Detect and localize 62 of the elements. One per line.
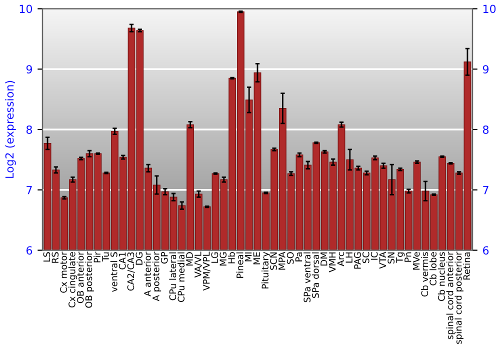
x-tick-label: MG — [220, 252, 227, 266]
x-tick-label: MD — [186, 252, 193, 266]
x-tick-label: VTA — [379, 252, 386, 269]
y-tick-label: 6 — [26, 246, 32, 255]
x-tick-label: LH — [346, 252, 352, 263]
x-tick-label: SC — [362, 252, 370, 264]
x-tick-label: LS — [43, 252, 50, 262]
x-tick-label: MVe — [412, 252, 420, 270]
y2-tick-label: 6 — [483, 246, 489, 255]
y2-tick-label: 7 — [483, 186, 488, 194]
x-tick-label: CA2/CA3 — [127, 252, 135, 291]
x-tick-label: CPu lateral — [169, 252, 176, 300]
x-tick-label: Hb — [228, 252, 235, 264]
x-tick-label: SCN — [270, 252, 277, 270]
x-tick-label: Tu — [102, 252, 109, 262]
x-tick-label: Cx motor — [60, 252, 67, 293]
x-tick-label: spinal cord posterior — [454, 252, 464, 344]
x-tick-label: VMH — [328, 252, 336, 272]
x-tick-label: Cx cingulate — [68, 252, 78, 308]
x-tick-label: OB anterior — [76, 252, 84, 304]
x-tick-label: SO — [286, 252, 294, 264]
y-axis-title: Log2 (expression) — [5, 80, 16, 178]
x-tick-label: LG — [211, 252, 218, 263]
x-tick-label: Tg — [396, 252, 405, 263]
x-tick-label: CA1 — [118, 252, 126, 270]
y-tick-label: 8 — [26, 125, 32, 134]
x-tick-label: Cb nucleus — [438, 252, 445, 301]
x-tick-label: Retina — [463, 252, 470, 280]
x-tick-label: A anterior — [144, 252, 151, 296]
y2-tick-label: 8 — [482, 125, 489, 134]
y2-tick-label: 10 — [483, 4, 496, 14]
y2-tick-label: 9 — [482, 65, 489, 74]
x-tick-label: MPA — [278, 252, 286, 270]
x-tick-label: spinal cord anterior — [446, 252, 456, 340]
x-tick-label: Pineal — [236, 252, 244, 278]
x-tick-label: IC — [370, 252, 378, 260]
x-tick-label: Pituitary — [262, 252, 270, 288]
x-tick-label: ME — [253, 252, 260, 264]
x-tick-label: Cb lobe — [430, 252, 436, 286]
x-tick-label: Arc — [337, 252, 344, 266]
x-tick-label: CPu medial — [178, 252, 185, 302]
x-tick-label: Pa — [295, 252, 302, 262]
y-tick-label: 10 — [20, 4, 32, 14]
x-tick-label: Cb vermis — [421, 252, 428, 296]
x-tick-label: RS — [52, 252, 59, 263]
x-tick-label: MI — [245, 252, 252, 262]
y-tick-label: 7 — [26, 186, 32, 194]
x-tick-label: A posterior — [152, 252, 162, 302]
x-tick-label: Pir — [94, 252, 100, 262]
x-tick-label: SPa ventral — [304, 252, 311, 302]
x-tick-label: DG — [136, 252, 143, 265]
x-tick-label: OB posterior — [85, 252, 94, 308]
x-tick-label: DM — [320, 252, 328, 266]
x-tick-label: SPa dorsal — [312, 252, 319, 298]
x-tick-label: SN — [388, 252, 394, 264]
y-tick-label: 9 — [26, 65, 32, 74]
x-tick-label: VA/VL — [194, 252, 202, 278]
x-tick-label: Pn — [404, 252, 412, 262]
x-tick-label: PAG — [354, 252, 361, 269]
x-tick-label: GP — [160, 252, 168, 264]
x-tick-label: VPM/VPL — [203, 252, 210, 291]
x-tick-label: ventral S — [110, 252, 118, 292]
